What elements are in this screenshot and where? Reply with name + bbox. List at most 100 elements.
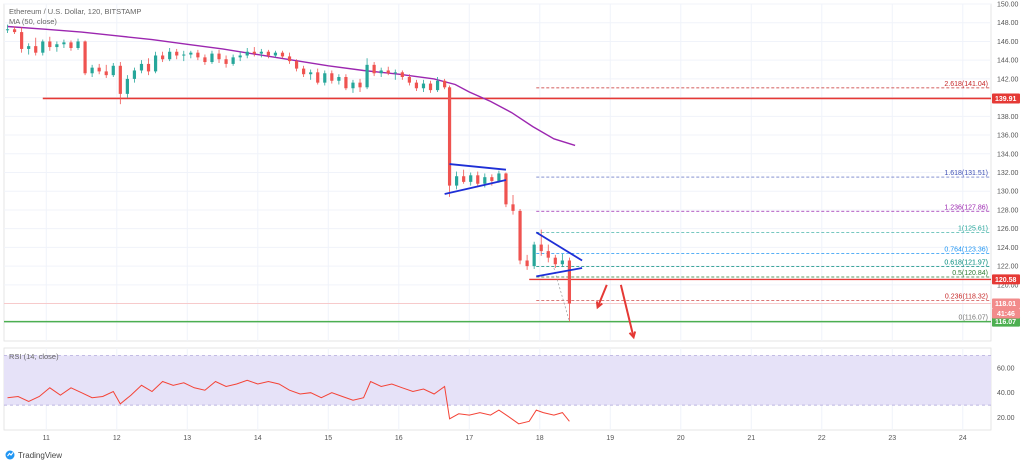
candle-down — [462, 176, 466, 182]
y-tick-label: 128.00 — [997, 207, 1019, 214]
arrow-short-head — [595, 301, 603, 310]
candle-down — [539, 244, 543, 252]
y-tick-label: 120.00 — [997, 282, 1019, 289]
rsi-y-tick-label: 20.00 — [997, 415, 1015, 422]
candle-up — [231, 57, 235, 64]
candle-up — [337, 77, 341, 81]
support-116-07-tag-label: 116.07 — [995, 319, 1016, 326]
candle-up — [139, 63, 144, 71]
candle-down — [316, 72, 320, 83]
y-tick-label: 148.00 — [997, 20, 1019, 27]
resistance-120-58-tag — [992, 274, 1020, 285]
candle-layer — [5, 24, 572, 322]
candle-up — [532, 244, 536, 267]
candle-down — [518, 210, 522, 261]
ma-layer — [7, 25, 576, 147]
candle-up — [41, 41, 45, 53]
fib-label: 1.236(127.86) — [944, 204, 988, 211]
candle-up — [309, 72, 313, 75]
x-tick-label: 12 — [113, 435, 121, 442]
rsi-y-tick-label: 40.00 — [997, 390, 1015, 397]
candle-up — [435, 80, 440, 91]
candle-down — [20, 32, 24, 49]
candle-down — [525, 260, 529, 267]
rsi-layer — [7, 379, 570, 425]
fib-label: 0.618(121.97) — [944, 259, 988, 266]
triangle-layer — [444, 163, 583, 278]
candle-up — [497, 173, 501, 181]
resistance-120-58-tag-label: 120.58 — [995, 277, 1017, 284]
x-tick-label: 19 — [606, 435, 614, 442]
candle-down — [287, 56, 292, 62]
y-tick-label: 130.00 — [997, 189, 1019, 196]
candle-up — [273, 52, 278, 56]
triangle-2-lower — [536, 267, 583, 278]
candle-down — [490, 177, 494, 181]
candle-down — [161, 55, 165, 60]
ma-line — [7, 25, 576, 147]
candle-up — [125, 78, 129, 94]
price-118-01-tag-label: 118.01 — [995, 301, 1016, 308]
x-tick-label: 23 — [888, 435, 896, 442]
candle-up — [238, 55, 242, 58]
candle-up — [245, 51, 249, 56]
y-tick-label: 146.00 — [997, 39, 1019, 46]
fib-label: 1.618(131.51) — [944, 170, 988, 177]
arrow-long-head — [628, 331, 637, 340]
candle-down — [476, 175, 480, 184]
y-tick-label: 122.00 — [997, 264, 1019, 271]
candle-up — [76, 41, 80, 48]
candle-down — [504, 173, 508, 205]
candle-up — [55, 44, 59, 48]
triangle-1-lower — [444, 179, 507, 195]
arrow-long-shaft — [619, 284, 635, 338]
y-tick-label: 144.00 — [997, 58, 1019, 65]
candle-down — [83, 41, 87, 74]
tag-layer: 139.91 120.58 116.07 118.01 41:46 — [992, 93, 1020, 327]
candle-up — [351, 82, 355, 89]
resistance-139-91-tag — [992, 93, 1020, 104]
rsi-y-tick-label: 60.00 — [997, 365, 1015, 372]
brand-name[interactable]: TradingView — [18, 451, 62, 460]
candle-up — [153, 55, 158, 72]
candle-down — [302, 68, 306, 75]
candle-up — [421, 83, 426, 89]
tradingview-logo-icon[interactable] — [5, 450, 15, 460]
rsi-band — [4, 355, 991, 406]
arrow-short-shaft — [596, 284, 608, 308]
rsi-legend-label: RSI (14, close) — [9, 352, 59, 361]
candle-down — [252, 51, 256, 54]
x-tick-label: 11 — [43, 435, 50, 442]
price-118-01-tag — [992, 298, 1020, 309]
candle-down — [266, 51, 270, 56]
candle-down — [104, 71, 108, 76]
triangle-2-upper — [535, 231, 583, 262]
y-tick-label: 134.00 — [997, 151, 1019, 158]
arrow-layer — [595, 284, 637, 340]
ma-legend-label: MA (50, close) — [9, 17, 57, 26]
candle-down — [294, 61, 299, 69]
rsi-line — [7, 379, 570, 425]
x-tick-label: 17 — [465, 435, 473, 442]
candle-down — [344, 77, 348, 89]
candle-up — [62, 42, 66, 45]
rsi-band-layer — [4, 355, 991, 406]
x-tick-label: 14 — [254, 435, 262, 442]
candle-down — [175, 51, 179, 56]
resistance-139-91-tag-label: 139.91 — [995, 96, 1017, 103]
candle-down — [196, 52, 200, 58]
x-tick-label: 20 — [677, 435, 685, 442]
x-tick-label: 15 — [324, 435, 332, 442]
chart-title: Ethereum / U.S. Dollar, 120, BITSTAMP — [9, 7, 141, 16]
candle-down — [443, 80, 447, 88]
x-tick-label: 21 — [747, 435, 755, 442]
candle-up — [323, 73, 327, 83]
candle-up — [27, 46, 31, 49]
candle-down — [428, 83, 433, 91]
candle-up — [469, 175, 473, 182]
candle-up — [210, 53, 214, 63]
candle-up — [365, 64, 369, 88]
candle-up — [393, 72, 397, 74]
fib-label: 0(116.07) — [959, 315, 988, 322]
